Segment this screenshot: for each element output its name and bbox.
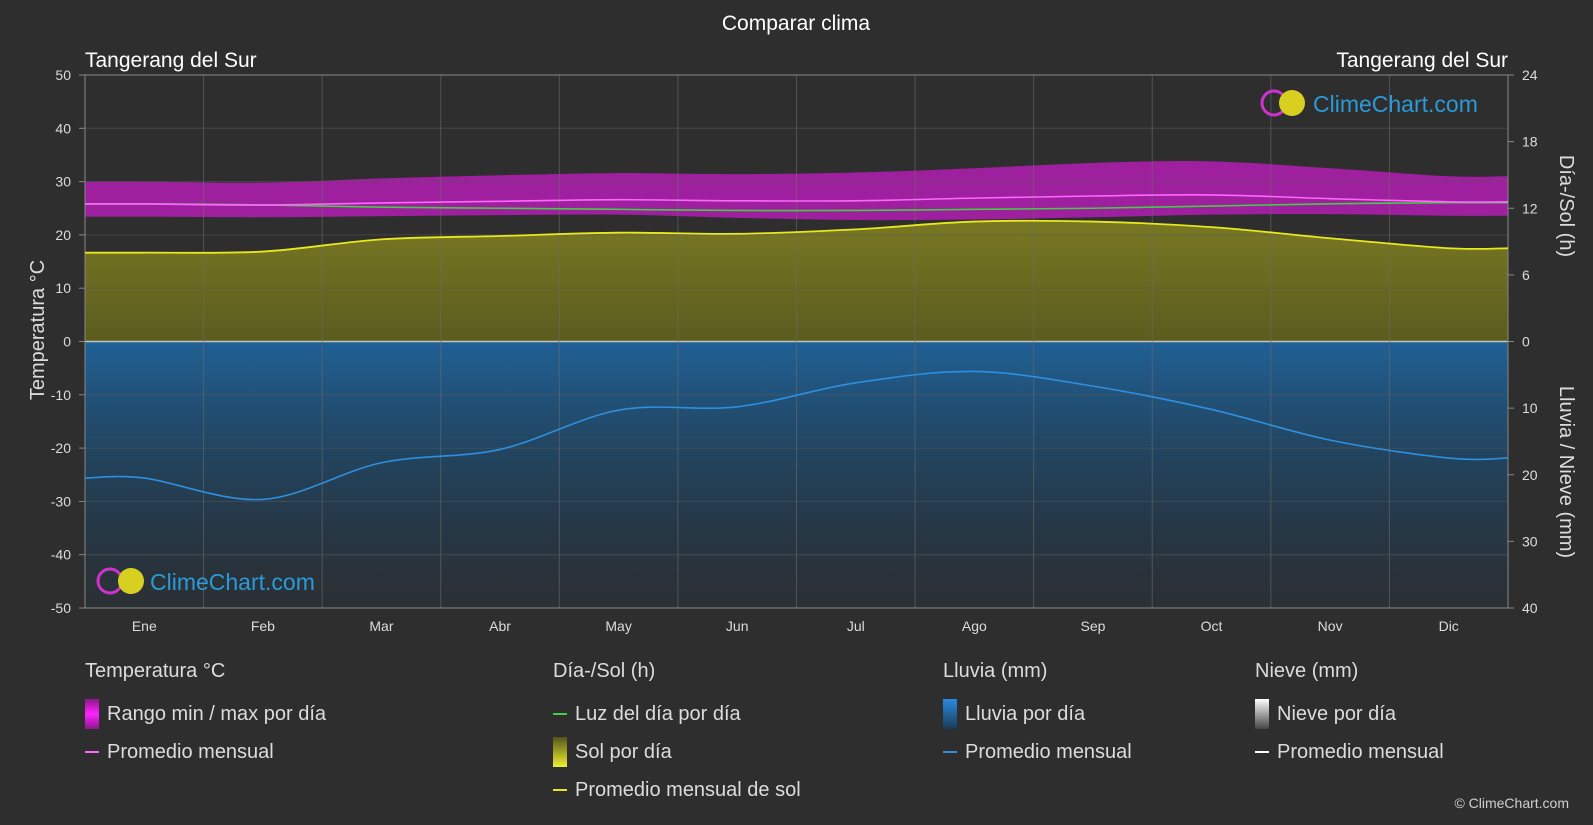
y-right-bottom-tick-label: 20 bbox=[1522, 467, 1538, 483]
y-left-axis-label: Temperatura °C bbox=[27, 260, 49, 400]
watermark-top: ClimeChart.com bbox=[1260, 89, 1478, 117]
legend-snow-title: Nieve (mm) bbox=[1255, 660, 1359, 682]
legend-temp-mean: Promedio mensual bbox=[85, 733, 326, 771]
copyright: © ClimeChart.com bbox=[1454, 795, 1569, 811]
climate-chart: 50 40 30 20 10 0 -10 -20 -30 -40 -50 24 18 12 6 0 10 20 30… bbox=[27, 12, 1577, 634]
x-tick-label: Dic bbox=[1439, 618, 1459, 634]
y-left-tick-label: 50 bbox=[55, 67, 71, 83]
x-tick-label: Jul bbox=[847, 618, 865, 634]
swatch-temp-mean bbox=[85, 751, 99, 753]
y-right-top-tick-label: 0 bbox=[1522, 334, 1530, 350]
swatch-sunshine bbox=[553, 737, 567, 767]
y-right-top-tick-label: 24 bbox=[1522, 67, 1538, 83]
swatch-temp-range bbox=[85, 699, 99, 729]
legend-rain-title: Lluvia (mm) bbox=[943, 660, 1048, 682]
legend-daylight: Luz del día por día bbox=[553, 695, 801, 733]
swatch-rain-mean bbox=[943, 751, 957, 753]
swatch-sun-mean bbox=[553, 789, 567, 791]
daylight-line bbox=[84, 201, 1509, 212]
rain-mean-line bbox=[84, 370, 1509, 501]
logo-sun-icon bbox=[118, 568, 144, 594]
y-left-tick-label: -20 bbox=[51, 440, 71, 456]
legend-sun-title: Día-/Sol (h) bbox=[553, 660, 656, 682]
x-tick-label: May bbox=[605, 618, 631, 634]
legend-label: Promedio mensual bbox=[107, 740, 274, 763]
legend-label: Lluvia por día bbox=[965, 702, 1086, 725]
legend-sunshine: Sol por día bbox=[553, 733, 801, 771]
swatch-rain bbox=[943, 699, 957, 729]
y-right-top-tick-label: 12 bbox=[1522, 200, 1538, 216]
legend-sun-mean: Promedio mensual de sol bbox=[553, 771, 801, 809]
y-right-bottom-axis-label: Lluvia / Nieve (mm) bbox=[1555, 386, 1577, 558]
y-right-top-axis-label: Día-/Sol (h) bbox=[1555, 155, 1577, 257]
legend-snow: Nieve (mm) Nieve por día Promedio mensua… bbox=[1255, 660, 1444, 771]
y-left-tick-label: 10 bbox=[55, 280, 71, 296]
x-tick-label: Ene bbox=[132, 618, 157, 634]
x-tick-label: Nov bbox=[1318, 618, 1343, 634]
y-left-tick-label: 20 bbox=[55, 227, 71, 243]
y-left-tick-label: -40 bbox=[51, 547, 71, 563]
legend-label: Nieve por día bbox=[1277, 702, 1396, 725]
watermark-top-text: ClimeChart.com bbox=[1313, 91, 1478, 117]
y-left-tick-label: -30 bbox=[51, 493, 71, 509]
legend-sun: Día-/Sol (h) Luz del día por día Sol por… bbox=[553, 660, 801, 809]
location-right: Tangerang del Sur bbox=[1336, 49, 1508, 72]
y-right-bottom-tick-label: 30 bbox=[1522, 533, 1538, 549]
legend-snow-daily: Nieve por día bbox=[1255, 695, 1444, 733]
x-tick-label: Mar bbox=[369, 618, 393, 634]
watermark-bottom-text: ClimeChart.com bbox=[150, 569, 315, 595]
legend-label: Luz del día por día bbox=[575, 702, 741, 725]
legend-rain: Lluvia (mm) Lluvia por día Promedio mens… bbox=[943, 660, 1132, 771]
y-right-top-tick-label: 6 bbox=[1522, 267, 1530, 283]
x-tick-label: Sep bbox=[1080, 618, 1105, 634]
legend-snow-mean: Promedio mensual bbox=[1255, 733, 1444, 771]
x-tick-label: Oct bbox=[1201, 618, 1223, 634]
legend-label: Promedio mensual bbox=[965, 740, 1132, 763]
swatch-snow bbox=[1255, 699, 1269, 729]
legend-temp-range: Rango min / max por día bbox=[85, 695, 326, 733]
y-left-tick-label: 30 bbox=[55, 174, 71, 190]
temp-mean-line bbox=[84, 194, 1509, 206]
sun-mean-line bbox=[84, 219, 1509, 254]
y-left-tick-label: -50 bbox=[51, 600, 71, 616]
y-left-tick-label: 0 bbox=[63, 334, 71, 350]
watermark-bottom: ClimeChart.com bbox=[96, 567, 315, 595]
y-right-bottom-tick-label: 40 bbox=[1522, 600, 1538, 616]
legend-temp-title: Temperatura °C bbox=[85, 660, 226, 682]
swatch-daylight bbox=[553, 713, 567, 715]
y-right-bottom-tick-label: 10 bbox=[1522, 400, 1538, 416]
x-tick-label: Jun bbox=[726, 618, 749, 634]
legend-label: Sol por día bbox=[575, 740, 672, 763]
swatch-snow-mean bbox=[1255, 751, 1269, 753]
legend-label: Promedio mensual de sol bbox=[575, 778, 801, 801]
legend-temperature: Temperatura °C Rango min / max por día P… bbox=[85, 660, 326, 771]
x-tick-label: Ago bbox=[962, 618, 987, 634]
y-left-tick-label: 40 bbox=[55, 120, 71, 136]
legend-rain-mean: Promedio mensual bbox=[943, 733, 1132, 771]
logo-sun-icon bbox=[1279, 90, 1305, 116]
y-right-top-tick-label: 18 bbox=[1522, 134, 1538, 150]
x-tick-label: Feb bbox=[251, 618, 275, 634]
legend-label: Promedio mensual bbox=[1277, 740, 1444, 763]
chart-title: Comparar clima bbox=[722, 12, 871, 35]
y-left-tick-label: -10 bbox=[51, 387, 71, 403]
legend-label: Rango min / max por día bbox=[107, 702, 326, 725]
location-left: Tangerang del Sur bbox=[85, 49, 257, 72]
x-tick-label: Abr bbox=[489, 618, 511, 634]
legend-rain-daily: Lluvia por día bbox=[943, 695, 1132, 733]
